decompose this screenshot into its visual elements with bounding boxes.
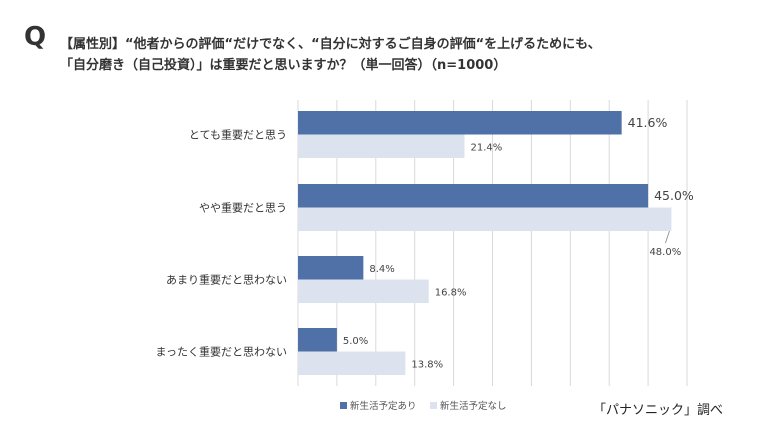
category-label: あまり重要だと思わない: [166, 273, 287, 287]
bar-with-plan: [298, 256, 364, 280]
bar-without-plan: [298, 207, 672, 231]
data-label: 48.0%: [649, 247, 681, 258]
legend-label: 新生活予定なし: [440, 400, 507, 412]
data-label: 21.4%: [470, 142, 502, 153]
title-line-2: 「自分磨き（自己投資）」は重要だと思いますか？（単一回答）（n=1000）: [60, 58, 507, 73]
category-label: やや重要だと思う: [199, 201, 287, 215]
data-label: 8.4%: [369, 264, 394, 275]
data-label: 16.8%: [435, 287, 467, 298]
legend-swatch: [340, 402, 347, 409]
title-line-1: 【属性別】“他者からの評価“だけでなく、“自分に対するご自身の評価“を上げるため…: [60, 37, 601, 52]
category-label: とても重要だと思う: [189, 128, 287, 142]
leader-line: [664, 230, 670, 244]
data-label: 5.0%: [343, 336, 368, 347]
legend-label: 新生活予定あり: [350, 400, 417, 412]
bar-without-plan: [298, 351, 406, 375]
legend-swatch: [430, 402, 437, 409]
data-label: 13.8%: [411, 359, 443, 370]
source-note: 「パナソニック」調べ: [593, 403, 724, 418]
data-label: 41.6%: [628, 115, 668, 130]
bar-without-plan: [298, 134, 465, 158]
category-label: まったく重要だと思わない: [155, 345, 287, 359]
bar-with-plan: [298, 328, 337, 352]
data-label: 45.0%: [654, 188, 694, 203]
bar-with-plan: [298, 184, 649, 208]
question-mark: Q: [24, 22, 47, 52]
bar-with-plan: [298, 111, 622, 135]
bar-without-plan: [298, 279, 429, 303]
